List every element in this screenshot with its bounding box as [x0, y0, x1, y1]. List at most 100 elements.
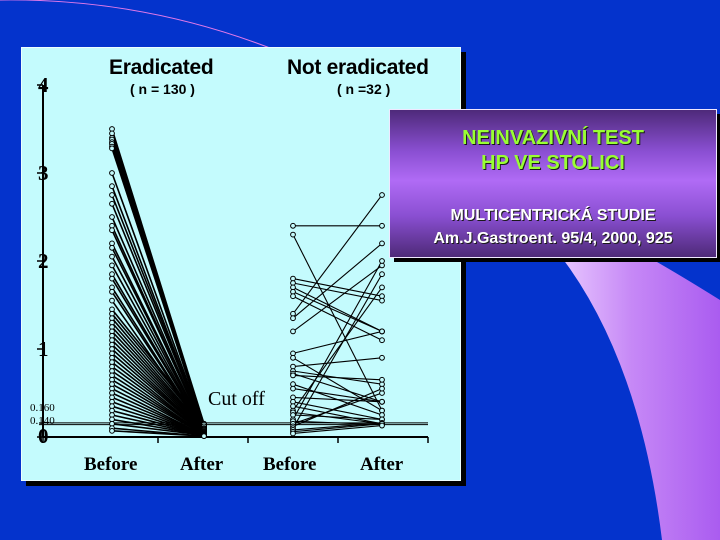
data-point [379, 258, 385, 264]
pair-line [111, 383, 205, 436]
data-point [109, 275, 115, 282]
series-not-eradicated [290, 192, 385, 437]
info-subtitle-line2: Am.J.Gastroent. 95/4, 2000, 925 [433, 230, 673, 247]
data-point [379, 376, 385, 383]
pair-line [111, 335, 205, 432]
data-point [379, 192, 385, 198]
data-point [290, 293, 296, 300]
pair-line [111, 256, 205, 431]
group-n-not-eradicated: ( n =32 ) [337, 81, 391, 97]
data-point [109, 200, 115, 207]
data-point [379, 422, 385, 429]
info-title-line1: NEINVAZIVNÍ TEST [462, 127, 644, 149]
data-point [109, 170, 115, 176]
pair-line [292, 330, 383, 354]
pair-line [292, 264, 383, 332]
pair-line [111, 308, 205, 425]
pair-line [292, 422, 383, 431]
pair-line [111, 313, 205, 426]
decorative-swoosh [560, 255, 720, 540]
pair-line [292, 392, 383, 425]
pair-line [111, 322, 205, 429]
data-point [379, 328, 385, 335]
pair-line [292, 423, 383, 433]
data-point [290, 372, 296, 379]
data-point [109, 427, 115, 434]
pair-line [292, 291, 383, 332]
pair-line [111, 339, 205, 433]
data-point [290, 430, 296, 437]
y-tick-0: 0 [38, 424, 49, 448]
y-tick-4: 4 [38, 73, 49, 97]
pair-line [111, 203, 205, 429]
pair-line [292, 414, 383, 420]
cutoff-label-0140: 0.140 [30, 415, 55, 427]
chart-panel: Eradicated ( n = 130 ) Not eradicated ( … [21, 47, 461, 481]
pair-line [111, 330, 205, 431]
data-point [109, 297, 115, 304]
pair-line [292, 242, 383, 319]
data-point [290, 231, 296, 238]
pair-line [292, 374, 383, 381]
pair-line [292, 194, 383, 315]
y-tick-2: 2 [38, 249, 49, 273]
y-tick-1: 1 [38, 337, 49, 361]
data-point [379, 297, 385, 304]
data-point [290, 328, 296, 335]
info-title-line2: HP VE STOLICI [481, 152, 625, 174]
group-title-not-eradicated: Not eradicated [287, 56, 429, 79]
cutoff-annotation: Cut off [208, 388, 265, 410]
data-point [109, 262, 115, 269]
pair-line [292, 273, 383, 429]
info-box: NEINVAZIVNÍ TEST HP VE STOLICI MULTICENT… [389, 109, 717, 258]
chart-plot [37, 84, 429, 443]
data-point [379, 337, 385, 344]
data-point [290, 222, 296, 229]
pair-line [292, 405, 383, 425]
pair-line [111, 430, 205, 437]
group-n-eradicated: ( n = 130 ) [130, 81, 195, 97]
pair-line [111, 317, 205, 427]
pair-line [292, 234, 383, 411]
pair-line [111, 229, 205, 430]
data-point [109, 227, 115, 234]
data-point [290, 385, 296, 392]
pair-line [292, 278, 383, 297]
pair-line [292, 411, 383, 425]
pair-line [292, 396, 383, 403]
data-point [379, 271, 385, 278]
data-point [109, 214, 115, 220]
pair-line [292, 357, 383, 412]
x-label-after-eradicated: After [180, 454, 224, 475]
data-point [379, 385, 385, 392]
data-point [109, 183, 115, 190]
pair-line [292, 282, 383, 302]
pair-line [111, 326, 205, 430]
x-label-before-eradicated: Before [84, 454, 138, 475]
pair-line [111, 352, 205, 434]
data-point [379, 240, 385, 247]
data-point [109, 253, 115, 260]
pair-line [111, 148, 205, 428]
pair-line [292, 373, 383, 403]
data-point [109, 288, 115, 295]
pair-line [292, 287, 383, 411]
pair-line [292, 388, 383, 427]
series-eradicated [109, 126, 207, 440]
pair-line [111, 365, 205, 435]
decorative-arc [0, 0, 271, 49]
data-point [290, 315, 296, 322]
pair-line [292, 357, 383, 368]
x-label-before-not-eradicated: Before [263, 454, 317, 475]
pair-line [292, 425, 383, 435]
cutoff-label-0160: 0.160 [30, 402, 55, 414]
group-title-eradicated: Eradicated [109, 56, 214, 79]
data-point [379, 398, 385, 405]
pair-line [292, 401, 383, 420]
info-subtitle-line1: MULTICENTRICKÁ STUDIE [450, 207, 656, 224]
x-label-after-not-eradicated: After [360, 454, 404, 475]
y-tick-3: 3 [38, 161, 49, 185]
data-point [201, 433, 207, 440]
pair-line [292, 295, 383, 341]
